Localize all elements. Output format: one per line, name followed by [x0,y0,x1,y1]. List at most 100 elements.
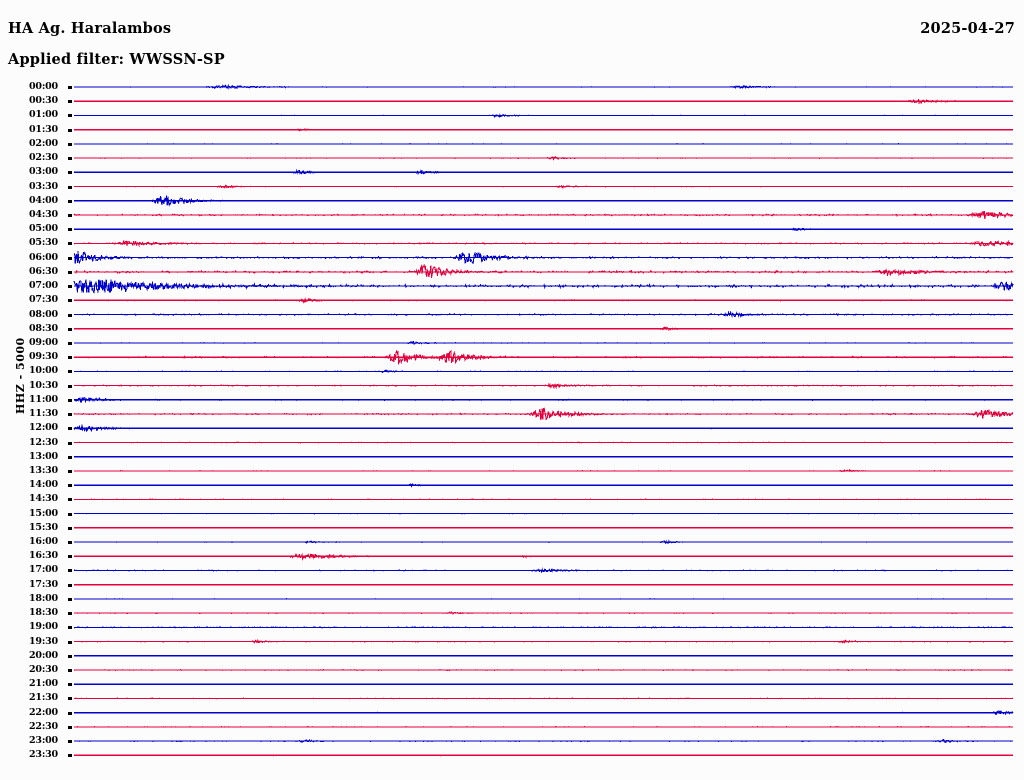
record-date: 2025-04-27 [920,20,1015,37]
axis-tick [68,370,72,374]
time-label-0230: 02:30 [29,152,58,164]
time-label-1300: 13:00 [29,450,58,462]
time-label-1430: 14:30 [29,493,58,505]
axis-tick [68,185,72,189]
axis-tick [68,555,72,559]
axis-tick [68,583,72,587]
axis-tick [68,142,72,146]
time-label-1730: 17:30 [29,578,58,590]
time-label-0430: 04:30 [29,208,58,220]
page-title: HA Ag. Haralambos [8,20,172,37]
axis-tick [68,697,72,701]
axis-tick [68,285,72,289]
axis-tick [68,441,72,445]
axis-tick [68,683,72,687]
time-label-0130: 01:30 [29,123,58,135]
time-label-0000: 00:00 [29,81,58,92]
axis-tick [68,612,72,616]
time-label-1900: 19:00 [29,621,58,633]
time-label-0630: 06:30 [29,265,58,277]
axis-tick [68,640,72,644]
axis-tick [68,455,72,459]
time-label-1000: 10:00 [29,365,58,377]
time-label-1200: 12:00 [29,422,58,434]
axis-tick [68,228,72,232]
time-label-0730: 07:30 [29,294,58,306]
axis-tick [68,484,72,488]
time-label-1630: 16:30 [29,550,58,562]
axis-tick [68,541,72,545]
trace-canvas [73,83,1014,757]
axis-tick [68,669,72,673]
time-label-0900: 09:00 [29,336,58,348]
axis-tick [68,327,72,331]
axis-tick [68,626,72,630]
axis-tick [68,384,72,388]
axis-tick [68,242,72,246]
time-label-2130: 21:30 [29,692,58,704]
time-label-2100: 21:00 [29,678,58,690]
time-label-2030: 20:30 [29,664,58,676]
axis-tick [68,754,72,758]
axis-tick [68,256,72,260]
axis-tick [68,654,72,658]
applied-filter-label: Applied filter: WWSSN-SP [8,51,225,68]
time-label-0330: 03:30 [29,180,58,192]
time-label-0930: 09:30 [29,351,58,363]
axis-tick [68,341,72,345]
axis-tick [68,498,72,502]
axis-tick [68,213,72,217]
time-label-1830: 18:30 [29,607,58,619]
helicorder-plot: 00:00 00:30 01:00 01:30 02:00 02:30 03:00 03:30… [0,78,1024,772]
axis-tick [68,157,72,161]
axis-tick [68,128,72,132]
time-label-0830: 08:30 [29,322,58,334]
time-label-2300: 23:00 [29,735,58,747]
time-label-1400: 14:00 [29,479,58,491]
time-label-1930: 19:30 [29,635,58,647]
time-label-0300: 03:00 [29,166,58,178]
time-label-1600: 16:00 [29,536,58,548]
time-label-0030: 00:30 [29,95,58,107]
time-label-0400: 04:00 [29,194,58,206]
axis-tick [68,100,72,104]
time-label-0100: 01:00 [29,109,58,121]
axis-tick [68,313,72,317]
axis-tick [68,270,72,274]
time-label-1100: 11:00 [29,393,58,405]
axis-tick [68,199,72,203]
axis-tick [68,597,72,601]
time-label-1130: 11:30 [29,408,58,420]
axis-tick [68,413,72,417]
time-label-2230: 22:30 [29,720,58,732]
axis-tick [68,526,72,530]
time-label-0200: 02:00 [29,137,58,149]
axis-tick [68,469,72,473]
axis-tick [68,512,72,516]
axis-tick [68,171,72,175]
axis-tick [68,86,72,89]
axis-tick [68,427,72,431]
axis-tick [68,299,72,303]
time-label-1530: 15:30 [29,521,58,533]
time-label-2000: 20:00 [29,649,58,661]
axis-tick [68,114,72,118]
time-label-1800: 18:00 [29,592,58,604]
axis-tick [68,569,72,573]
time-label-2200: 22:00 [29,706,58,718]
time-label-1230: 12:30 [29,436,58,448]
time-label-1700: 17:00 [29,564,58,576]
time-label-1030: 10:30 [29,379,58,391]
axis-tick [68,711,72,715]
time-label-1500: 15:00 [29,507,58,519]
time-label-0600: 06:00 [29,251,58,263]
time-label-0800: 08:00 [29,308,58,320]
axis-tick [68,725,72,729]
axis-tick [68,356,72,360]
time-label-2330: 23:30 [29,749,58,761]
time-label-0500: 05:00 [29,223,58,235]
axis-tick [68,398,72,402]
time-label-0700: 07:00 [29,280,58,292]
time-label-1330: 13:30 [29,464,58,476]
